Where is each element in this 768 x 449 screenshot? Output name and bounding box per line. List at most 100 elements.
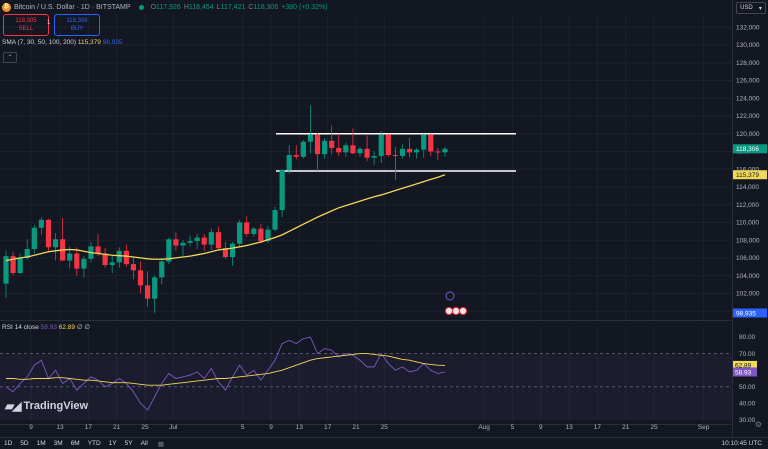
rsi-line bbox=[5, 336, 446, 411]
candle-body bbox=[102, 253, 108, 266]
buy-label: BUY bbox=[70, 26, 84, 32]
candle-body bbox=[187, 241, 193, 243]
chevron-up-icon: ⌃ bbox=[7, 55, 13, 61]
candle-body bbox=[17, 257, 23, 273]
economic-event-icon bbox=[459, 307, 467, 315]
timeframe-all[interactable]: All bbox=[140, 440, 148, 447]
candle-body bbox=[378, 134, 384, 156]
gear-icon[interactable]: ⚙ bbox=[754, 420, 762, 429]
candle-body bbox=[52, 239, 59, 248]
price-tick-label: 130,000 bbox=[736, 42, 760, 49]
candle-body bbox=[208, 232, 214, 245]
sma-label: SMA (7, 30, 50, 100, 200) bbox=[2, 39, 77, 46]
candle-body bbox=[279, 170, 285, 211]
time-tick-label: 25 bbox=[650, 424, 658, 431]
rsi-value: 58.93 bbox=[40, 324, 57, 331]
sma200-price-badge-bg bbox=[733, 308, 767, 318]
candle-body bbox=[81, 258, 87, 269]
candle-body bbox=[314, 134, 321, 155]
candle-body bbox=[116, 250, 122, 263]
rsi-tick-label: 70.00 bbox=[739, 351, 756, 358]
buy-button[interactable]: 118,306 BUY bbox=[54, 14, 100, 36]
candle-body bbox=[166, 239, 172, 262]
price-tick-label: 126,000 bbox=[736, 78, 760, 85]
time-tick-label: 9 bbox=[29, 424, 33, 431]
candle-body bbox=[180, 242, 186, 246]
candle-body bbox=[307, 134, 314, 142]
time-tick-label: 13 bbox=[565, 424, 573, 431]
candle-body bbox=[237, 222, 243, 244]
rsi-tick-label: 40.00 bbox=[739, 401, 756, 408]
rsi-extra: ∅ ∅ bbox=[76, 324, 90, 331]
price-tick-label: 104,000 bbox=[736, 273, 760, 280]
candle-body bbox=[194, 237, 200, 242]
timeframe-6m[interactable]: 6M bbox=[70, 440, 80, 447]
timeframe-1m[interactable]: 1M bbox=[36, 440, 46, 447]
candle-body bbox=[343, 145, 349, 153]
price-tick-label: 122,000 bbox=[736, 113, 760, 120]
candle-body bbox=[145, 285, 151, 299]
candle-body bbox=[385, 134, 391, 156]
tradingview-mark-icon: ▰◢ bbox=[5, 399, 22, 413]
rsi-ma-value: 62.89 bbox=[58, 324, 76, 331]
timeframe-1d[interactable]: 1D bbox=[4, 440, 13, 447]
economic-event-icon bbox=[452, 307, 460, 315]
collapse-legend-button[interactable]: ⌃ bbox=[3, 52, 17, 63]
rsi-tick-label: 30.00 bbox=[739, 417, 756, 424]
timeframe-3m[interactable]: 3M bbox=[53, 440, 63, 447]
close-label: C bbox=[248, 3, 254, 11]
candle-body bbox=[45, 219, 52, 248]
candle-body bbox=[130, 264, 137, 271]
candle-body bbox=[137, 270, 144, 286]
time-tick-label: 21 bbox=[622, 424, 630, 431]
rsi-indicator-legend[interactable]: RSI 14 close 58.93 62.89 ∅ ∅ bbox=[2, 323, 90, 331]
price-tick-label: 114,000 bbox=[736, 184, 759, 191]
candle-body bbox=[31, 227, 37, 250]
timeframe-ytd[interactable]: YTD bbox=[87, 440, 101, 447]
time-tick-label: 25 bbox=[381, 424, 389, 431]
sma-price-badge-bg bbox=[733, 170, 767, 180]
sell-button[interactable]: 118,305 SELL bbox=[3, 14, 49, 36]
symbol-legend: ₿ Bitcoin / U.S. Dollar · 1D · BITSTAMP … bbox=[0, 0, 328, 14]
close-value: 118,306 bbox=[253, 3, 279, 11]
candle-body bbox=[428, 134, 434, 152]
time-tick-label: 17 bbox=[594, 424, 602, 431]
symbol-title[interactable]: Bitcoin / U.S. Dollar · 1D · BITSTAMP bbox=[14, 3, 131, 11]
dividend-event-icon bbox=[445, 291, 455, 301]
change-value: +380 (+0.32%) bbox=[281, 3, 328, 11]
economic-event-icon bbox=[445, 307, 453, 315]
sell-price: 118,305 bbox=[15, 18, 37, 24]
candle-body bbox=[322, 140, 328, 155]
time-tick-label: 9 bbox=[269, 424, 273, 431]
candle-body bbox=[329, 140, 335, 148]
currency-select[interactable]: USD ▾ bbox=[736, 2, 766, 14]
timeframe-1y[interactable]: 1Y bbox=[108, 440, 117, 447]
open-value: 117,926 bbox=[156, 3, 181, 11]
price-tick-label: 124,000 bbox=[736, 95, 760, 102]
date-range-icon[interactable]: ▦ bbox=[157, 440, 165, 448]
tradingview-logo[interactable]: ▰◢ TradingView bbox=[5, 399, 88, 413]
time-tick-label: 25 bbox=[141, 424, 149, 431]
timeframe-5y[interactable]: 5Y bbox=[124, 440, 133, 447]
clock[interactable]: 10:10:45 UTC bbox=[721, 440, 762, 447]
time-tick-label: 13 bbox=[296, 424, 304, 431]
candle-body bbox=[24, 249, 30, 258]
candle-body bbox=[421, 134, 427, 150]
candle-body bbox=[67, 253, 73, 261]
time-tick-label: 5 bbox=[511, 424, 515, 431]
price-tick-label: 102,000 bbox=[736, 291, 760, 298]
high-label: H bbox=[183, 3, 189, 11]
price-tick-label: 106,000 bbox=[736, 255, 760, 262]
rsi-value-badge: 58.93 bbox=[735, 369, 752, 376]
candle-body bbox=[414, 149, 420, 153]
timeframe-5d[interactable]: 5D bbox=[20, 440, 29, 447]
price-tick-label: 132,000 bbox=[736, 25, 760, 32]
price-tick-label: 112,000 bbox=[736, 202, 759, 209]
candle-body bbox=[244, 222, 250, 234]
candle-body bbox=[74, 253, 80, 269]
candle-body bbox=[152, 277, 158, 299]
candle-body bbox=[350, 145, 356, 154]
chevron-down-icon: ▾ bbox=[758, 5, 762, 12]
sma-indicator-legend[interactable]: SMA (7, 30, 50, 100, 200) 115,379 98,935 bbox=[2, 39, 123, 46]
